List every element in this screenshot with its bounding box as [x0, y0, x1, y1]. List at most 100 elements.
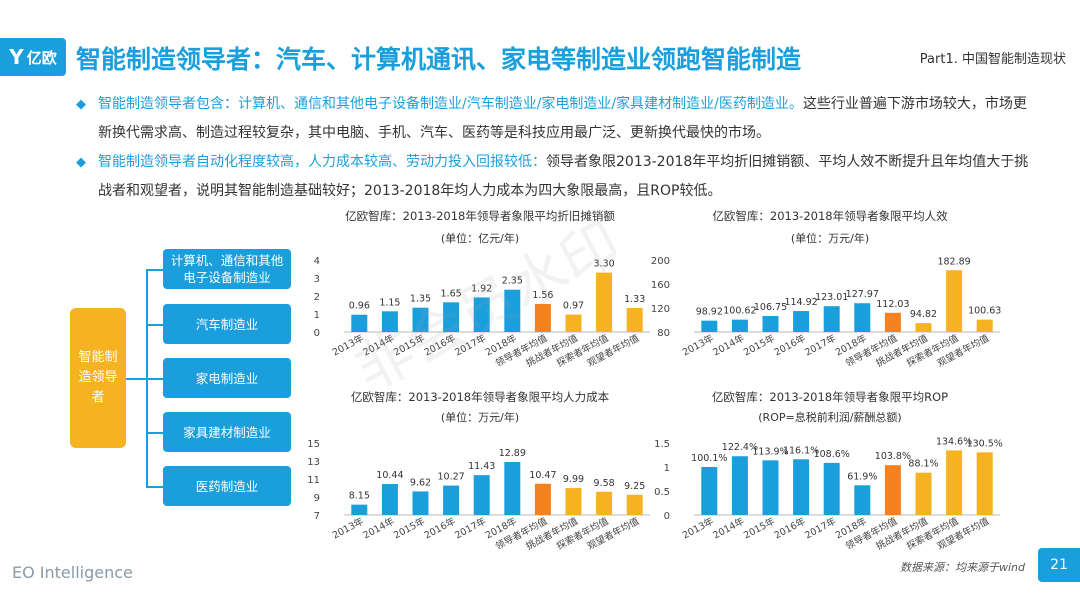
chart-efficiency: 亿欧智库：2013-2018年领导者象限平均人效 (单位：万元/年) 80 120 16…	[651, 209, 1001, 369]
bar	[946, 270, 963, 332]
y-tick-label: 4	[314, 256, 320, 267]
chart-subtitle: (单位：亿元/年)	[441, 231, 519, 245]
bar	[381, 311, 398, 332]
x-tick-label: 2014年	[361, 332, 397, 359]
chart-title: 亿欧智库：2013-2018年领导者象限平均ROP	[712, 390, 948, 404]
data-label: 130.5%	[967, 438, 1003, 449]
connector	[146, 269, 163, 271]
bar	[762, 460, 779, 515]
section-label: Part1. 中国智能制造现状	[919, 52, 1066, 67]
data-label: 108.6%	[814, 449, 850, 460]
x-tick-label: 2013年	[680, 332, 716, 359]
chart-subtitle: (单位：万元/年)	[791, 231, 869, 245]
data-label: 9.58	[594, 478, 615, 489]
data-label: 10.47	[529, 470, 556, 481]
bar	[793, 311, 810, 332]
data-label: 0.97	[563, 301, 584, 312]
y-tick-label: 9	[314, 493, 320, 504]
y-tick-label: 120	[651, 304, 670, 315]
branch-label: 医药制造业	[195, 478, 259, 494]
branch-label: 计算机、通信和其他电子设备制造业	[170, 253, 284, 285]
bar	[701, 320, 718, 332]
data-label: 1.56	[532, 290, 553, 301]
bar	[823, 306, 840, 332]
data-label: 114.92	[784, 297, 817, 308]
data-label: 9.25	[624, 481, 645, 492]
connector	[146, 486, 163, 488]
chart-rop: 亿欧智库：2013-2018年领导者象限平均ROP (ROP=息税前利润/薪酬总额…	[654, 390, 1003, 552]
data-label: 88.1%	[908, 459, 938, 470]
bar	[443, 485, 460, 515]
data-label: 9.62	[410, 477, 431, 488]
bullet-1-text: 这些行业普遍下游市场较大，市场更新换代需求高、制造过程较复杂，其中电脑、手机、汽…	[98, 96, 1027, 141]
page-title: 智能制造领导者：汽车、计算机通讯、家电等制造业领跑智能制造	[76, 45, 802, 74]
logo: Y 亿欧	[0, 38, 66, 76]
bar	[534, 303, 551, 332]
x-tick-label: 2016年	[422, 332, 458, 359]
connector	[146, 432, 163, 434]
bar	[762, 315, 779, 332]
data-label: 100.1%	[691, 453, 727, 464]
bar	[565, 314, 582, 332]
data-label: 61.9%	[847, 471, 877, 482]
x-tick-label: 2017年	[803, 515, 839, 542]
data-label: 94.82	[910, 309, 937, 320]
bullet-1-highlight: 智能制造领导者包含：计算机、通信和其他电子设备制造业/汽车制造业/家电制造业/家…	[98, 96, 803, 112]
x-tick-label: 2015年	[742, 332, 778, 359]
x-tick-label: 2014年	[361, 515, 397, 542]
data-label: 100.63	[968, 306, 1001, 317]
data-label: 12.89	[499, 448, 526, 459]
data-label: 100.62	[723, 306, 756, 317]
chart-title: 亿欧智库：2013-2018年领导者象限平均人效	[712, 209, 948, 223]
x-tick-label: 2015年	[742, 515, 778, 542]
bar	[504, 289, 521, 332]
data-label: 11.43	[468, 461, 495, 472]
data-label: 1.92	[471, 283, 492, 294]
data-label: 103.8%	[875, 451, 911, 462]
chart-title: 亿欧智库：2013-2018年领导者象限平均人力成本	[351, 390, 610, 404]
bar	[854, 485, 871, 515]
x-tick-label: 2016年	[422, 515, 458, 542]
branch-node-furniture: 家具建材制造业	[163, 412, 291, 452]
chart-labor-cost: 亿欧智库：2013-2018年领导者象限平均人力成本 (单位：万元/年) 7 9 11 1…	[307, 390, 650, 552]
data-label: 1.33	[624, 294, 645, 305]
bullet-2-highlight: 智能制造领导者自动化程度较高，人力成本较高、劳动力投入回报较低：	[98, 154, 546, 170]
data-label: 98.92	[696, 307, 723, 318]
bullet-list: ◆ 智能制造领导者包含：计算机、通信和其他电子设备制造业/汽车制造业/家电制造业/…	[76, 90, 1036, 206]
y-tick-label: 1.5	[654, 439, 670, 450]
y-tick-label: 7	[314, 511, 320, 522]
bar	[915, 472, 932, 515]
diamond-icon: ◆	[76, 97, 86, 112]
bar	[976, 319, 993, 332]
bar	[534, 483, 551, 515]
data-label: 8.15	[349, 491, 370, 502]
y-tick-label: 0	[664, 511, 670, 522]
x-tick-label: 2015年	[392, 515, 428, 542]
branch-label: 家电制造业	[195, 370, 259, 386]
data-label: 10.27	[437, 472, 464, 483]
bullet-2: ◆ 智能制造领导者自动化程度较高，人力成本较高、劳动力投入回报较低：领导者象限20…	[76, 148, 1036, 206]
page-number: 21	[1038, 548, 1080, 582]
bar	[596, 272, 613, 332]
bar	[565, 488, 582, 515]
bar	[946, 450, 963, 515]
branch-node-auto: 汽车制造业	[163, 304, 291, 344]
y-tick-label: 3	[314, 274, 320, 285]
data-label: 112.03	[876, 299, 909, 310]
connector	[146, 324, 163, 326]
y-tick-label: 0.5	[654, 487, 670, 498]
chart-subtitle: (ROP=息税前利润/薪酬总额)	[758, 410, 901, 424]
y-tick-label: 0	[314, 328, 320, 339]
chart-depreciation: 亿欧智库：2013-2018年领导者象限平均折旧摊销额 (单位：亿元/年) 0 1 2 3…	[314, 209, 650, 369]
branch-label: 汽车制造业	[195, 316, 259, 332]
footer-brand: EO Intelligence	[12, 563, 133, 582]
branch-node-appliance: 家电制造业	[163, 358, 291, 398]
data-label: 182.89	[937, 256, 970, 267]
data-label: 1.65	[441, 288, 462, 299]
bar	[701, 466, 718, 515]
bar	[504, 461, 521, 515]
data-label: 2.35	[502, 276, 523, 287]
bar	[596, 491, 613, 515]
data-label: 123.01	[815, 292, 848, 303]
x-tick-label: 2017年	[453, 515, 489, 542]
